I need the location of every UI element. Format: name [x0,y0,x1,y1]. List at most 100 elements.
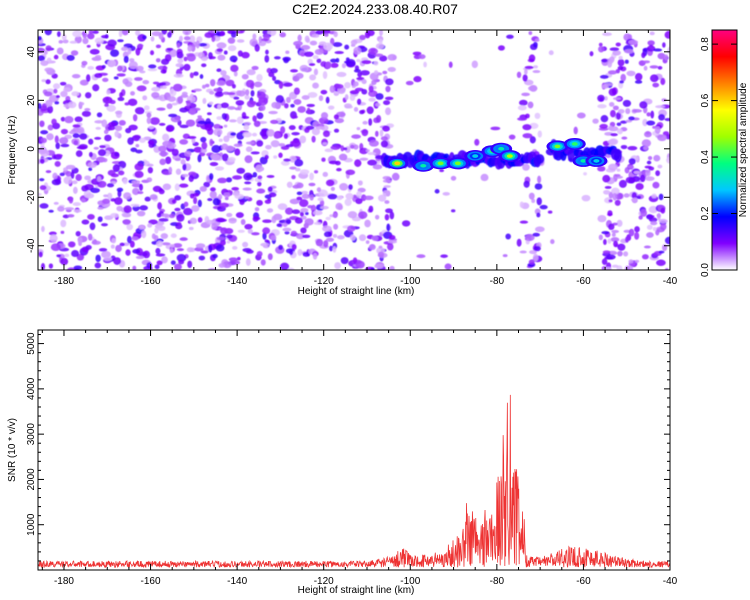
noise-speck [262,227,271,235]
noise-speck [75,230,81,237]
noise-speck [597,104,607,109]
noise-speck [525,234,534,242]
noise-speck [418,54,426,60]
noise-speck [490,126,501,131]
noise-speck [617,65,624,71]
noise-speck [251,65,259,71]
noise-speck [65,164,76,170]
noise-speck [662,42,666,48]
x-tick-label: -80 [490,276,505,287]
noise-speck [299,199,309,208]
noise-speck [324,148,334,153]
noise-speck [41,225,45,233]
noise-speck [264,55,270,63]
noise-speck [270,119,279,124]
noise-speck [72,124,81,128]
noise-speck [197,154,202,163]
noise-speck [142,250,151,259]
colorbar-tick-label: 0.6 [700,93,711,107]
noise-speck [291,209,301,215]
noise-speck [344,81,351,89]
noise-speck [353,46,362,55]
noise-speck [159,158,167,166]
noise-speck [266,67,272,74]
noise-speck [130,91,135,96]
noise-speck [270,67,278,74]
noise-speck [92,84,100,92]
noise-speck [634,73,643,81]
noise-speck [203,181,211,188]
noise-speck [625,236,629,243]
noise-speck [667,46,670,55]
noise-speck [168,166,173,174]
noise-speck [322,130,331,138]
noise-speck [289,155,297,163]
noise-speck [608,191,614,199]
noise-speck [294,159,304,167]
colorbar: 0.0 0.2 0.4 0.6 0.8 Normalized spectral ampl… [700,29,749,277]
noise-speck [311,135,316,143]
noise-speck [519,201,524,208]
noise-speck [349,94,356,101]
noise-speck [137,43,144,48]
noise-speck [57,206,65,212]
noise-speck [132,249,141,254]
noise-speck [292,115,298,119]
noise-speck [252,171,258,178]
noise-speck [60,230,65,234]
noise-speck [374,263,384,269]
noise-speck [53,54,59,60]
noise-speck [649,65,659,69]
noise-speck [179,107,189,113]
noise-speck [47,124,54,131]
noise-speck [197,115,202,119]
noise-speck [614,199,621,206]
noise-speck [382,190,391,197]
noise-speck [59,137,69,145]
noise-speck [45,45,52,52]
noise-speck [288,125,296,131]
noise-speck [213,128,223,136]
noise-speck [440,254,448,258]
noise-speck [146,262,153,269]
noise-speck [209,138,214,147]
noise-speck [450,175,457,181]
noise-speck [340,257,349,265]
noise-speck [198,255,206,261]
noise-speck [67,267,76,270]
noise-speck [300,44,311,51]
noise-speck [379,129,384,137]
noise-speck [211,222,218,230]
colorbar-tick-label: 0.8 [700,37,711,51]
noise-speck [60,143,70,148]
noise-speck [223,135,230,143]
noise-speck [312,210,323,216]
noise-speck [107,169,116,176]
noise-speck [644,131,652,138]
noise-speck [271,101,279,109]
noise-speck [373,70,379,75]
noise-speck [68,101,77,109]
noise-speck [117,39,124,43]
noise-speck [229,55,238,63]
noise-speck [315,238,324,247]
noise-speck [649,31,655,36]
noise-speck [182,163,187,171]
noise-speck [359,147,369,155]
noise-speck [75,150,83,158]
noise-speck [378,38,383,45]
noise-speck [368,97,376,102]
noise-speck [215,166,225,171]
noise-speck [201,57,208,62]
noise-speck [126,223,134,231]
noise-speck [146,163,154,167]
noise-speck [207,112,212,116]
noise-speck [45,99,53,107]
noise-speck [664,236,670,245]
noise-speck [97,216,103,223]
noise-speck [368,47,378,55]
noise-speck [283,158,291,162]
noise-speck [278,81,284,89]
noise-speck [180,159,186,165]
noise-speck [84,175,91,181]
